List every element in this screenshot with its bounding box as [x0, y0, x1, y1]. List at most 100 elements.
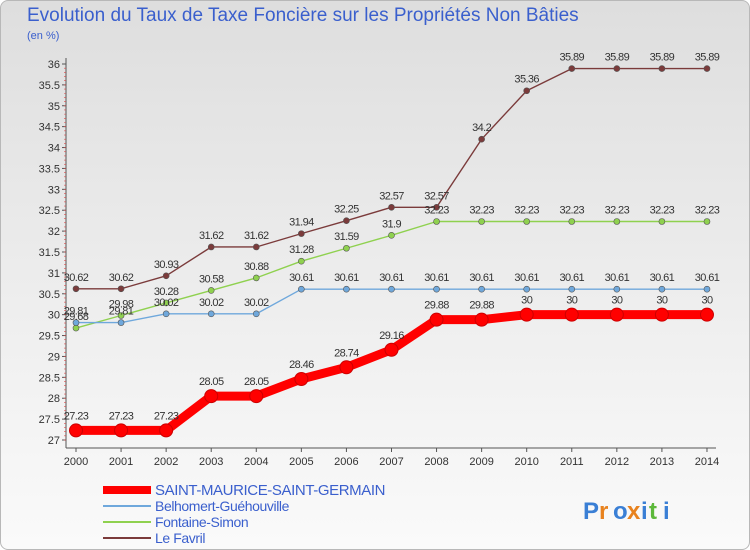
data-point: [207, 310, 215, 318]
x-tick-label: 2009: [469, 456, 493, 468]
y-tick-label: 31.5: [39, 247, 60, 259]
data-point: [658, 285, 666, 293]
data-point: [388, 231, 395, 239]
data-label: 27.23: [154, 410, 179, 422]
data-point: [568, 285, 576, 293]
data-label: 35.89: [695, 52, 720, 64]
data-label: 32.25: [334, 204, 359, 216]
data-point: [703, 65, 711, 72]
data-point: [252, 243, 260, 251]
data-point: [69, 423, 83, 438]
data-point: [252, 274, 260, 282]
data-point: [613, 218, 621, 225]
data-label: 27.23: [64, 410, 89, 422]
data-point: [568, 65, 576, 72]
data-label: 31.94: [289, 217, 314, 229]
data-label: 30.61: [289, 272, 314, 284]
y-tick-label: 28: [48, 393, 60, 405]
data-point: [388, 203, 395, 211]
data-label: 30: [521, 295, 533, 307]
data-point: [703, 285, 711, 293]
data-label: 30.02: [199, 297, 224, 309]
data-label: 30.61: [379, 272, 404, 284]
data-point: [162, 272, 170, 280]
x-tick-label: 2011: [560, 456, 584, 468]
data-label: 30.61: [560, 272, 585, 284]
data-point: [478, 135, 485, 143]
data-label: 29.98: [109, 299, 134, 311]
data-point: [433, 218, 440, 225]
y-tick-label: 27.5: [39, 414, 60, 426]
data-point: [654, 307, 669, 322]
data-label: 30.88: [244, 261, 269, 273]
legend-label: Belhomert-Guéhouville: [155, 498, 290, 514]
data-point: [523, 285, 531, 293]
data-point: [298, 257, 305, 265]
data-label: 30.61: [469, 272, 494, 284]
legend: SAINT-MAURICE-SAINT-GERMAINBelhomert-Gué…: [103, 482, 385, 546]
data-point: [162, 299, 170, 307]
data-label: 30.02: [244, 297, 269, 309]
data-point: [117, 319, 125, 326]
data-label: 30.02: [154, 297, 179, 309]
data-point: [478, 218, 485, 225]
data-label: 30.28: [154, 286, 179, 298]
data-label: 34.2: [472, 122, 491, 134]
x-tick-label: 2007: [379, 456, 403, 468]
logo-letter: t: [649, 498, 657, 525]
chart-title: Evolution du Taux de Taxe Foncière sur l…: [27, 5, 579, 26]
logo-letter: r: [599, 498, 608, 525]
data-label: 35.89: [650, 52, 675, 64]
y-tick-label: 34.5: [39, 122, 60, 134]
x-tick-label: 2006: [334, 456, 358, 468]
logo-letter: i: [663, 498, 670, 525]
data-label: 28.46: [289, 359, 314, 371]
data-point: [564, 307, 579, 322]
series-line-3: [75, 67, 708, 290]
data-point: [117, 285, 125, 293]
data-point: [703, 218, 711, 225]
y-tick-label: 33.5: [39, 163, 60, 175]
data-label: 30.62: [109, 272, 134, 284]
data-point: [249, 389, 264, 404]
data-point: [474, 312, 489, 327]
data-point: [613, 65, 621, 72]
legend-label: SAINT-MAURICE-SAINT-GERMAIN: [155, 482, 385, 499]
y-tick-label: 31: [48, 268, 60, 280]
data-label: 35.36: [514, 74, 539, 86]
data-point: [388, 285, 395, 293]
legend-label: Le Favril: [155, 530, 205, 546]
data-point: [159, 423, 174, 438]
data-point: [609, 307, 624, 322]
data-point: [613, 285, 621, 293]
logo-letter: i: [641, 498, 648, 525]
data-label: 28.74: [334, 347, 359, 359]
data-label: 28.05: [199, 376, 224, 388]
data-label: 29.81: [109, 306, 134, 318]
series-group: [69, 65, 714, 438]
data-label: 30: [701, 295, 713, 307]
data-point: [72, 319, 80, 326]
data-label: 29.88: [424, 300, 449, 312]
data-point: [384, 342, 399, 357]
data-label: 32.23: [424, 205, 449, 217]
data-point: [298, 285, 305, 293]
data-label: 32.23: [605, 205, 630, 217]
data-point: [568, 218, 576, 225]
data-label: 31.62: [199, 230, 224, 242]
data-label: 31.62: [244, 230, 269, 242]
data-label: 29.81: [64, 306, 89, 318]
data-label: 27.23: [109, 410, 134, 422]
y-tick-label: 32.5: [39, 205, 60, 217]
data-label: 30: [656, 295, 668, 307]
data-point: [252, 310, 260, 318]
data-label: 30.93: [154, 259, 179, 271]
data-point: [523, 218, 531, 225]
data-label: 32.23: [650, 205, 675, 217]
data-label: 28.05: [244, 376, 269, 388]
data-label: 35.89: [560, 52, 585, 64]
data-point: [117, 312, 125, 319]
data-label: 30.61: [605, 272, 630, 284]
data-point: [519, 307, 534, 322]
